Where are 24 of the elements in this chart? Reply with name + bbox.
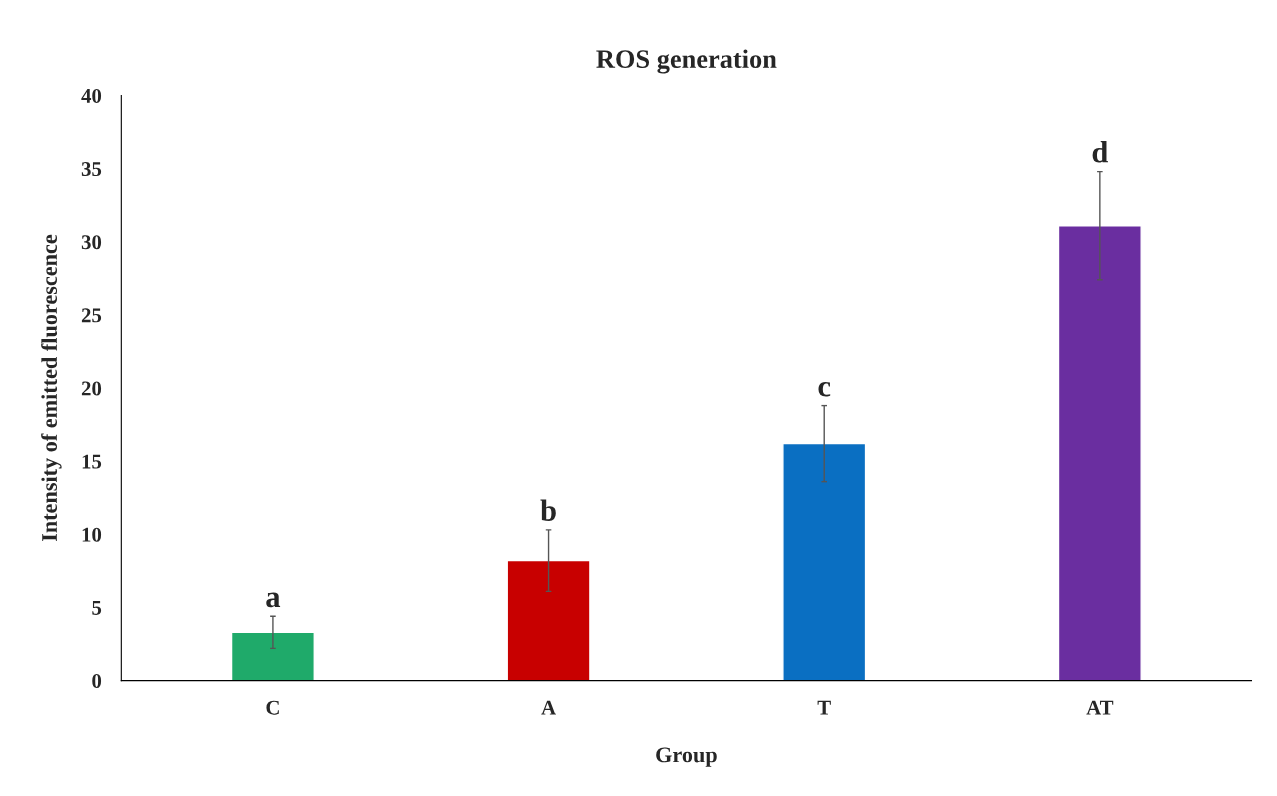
y-tick-label: 10 xyxy=(82,527,102,542)
bar xyxy=(230,631,315,681)
bar xyxy=(506,559,591,681)
y-tick-label: 25 xyxy=(81,308,102,323)
y-tick-label: 35 xyxy=(81,162,102,177)
y-tick-label: 0 xyxy=(92,673,102,689)
bar xyxy=(1057,225,1142,681)
annotation: d xyxy=(1092,141,1109,163)
x-axis-title: Group xyxy=(656,747,717,767)
annotation: a xyxy=(266,592,281,608)
x-tick-label: C xyxy=(266,700,279,715)
y-tick-label: 20 xyxy=(81,381,102,396)
chart-title: ROS generation xyxy=(596,49,777,74)
y-tick-label: 40 xyxy=(81,88,102,103)
bar xyxy=(782,442,867,681)
y-axis-title: Intensity of emitted fluorescence xyxy=(41,234,62,542)
x-tick-label: T xyxy=(817,700,831,715)
annotation: c xyxy=(818,381,831,397)
y-tick-label: 15 xyxy=(82,454,102,469)
y-tick-label: 30 xyxy=(81,235,102,250)
x-tick-label: AT xyxy=(1086,700,1114,715)
x-tick-label: A xyxy=(541,700,556,715)
y-tick-label: 5 xyxy=(92,601,102,615)
annotation: b xyxy=(540,499,556,521)
